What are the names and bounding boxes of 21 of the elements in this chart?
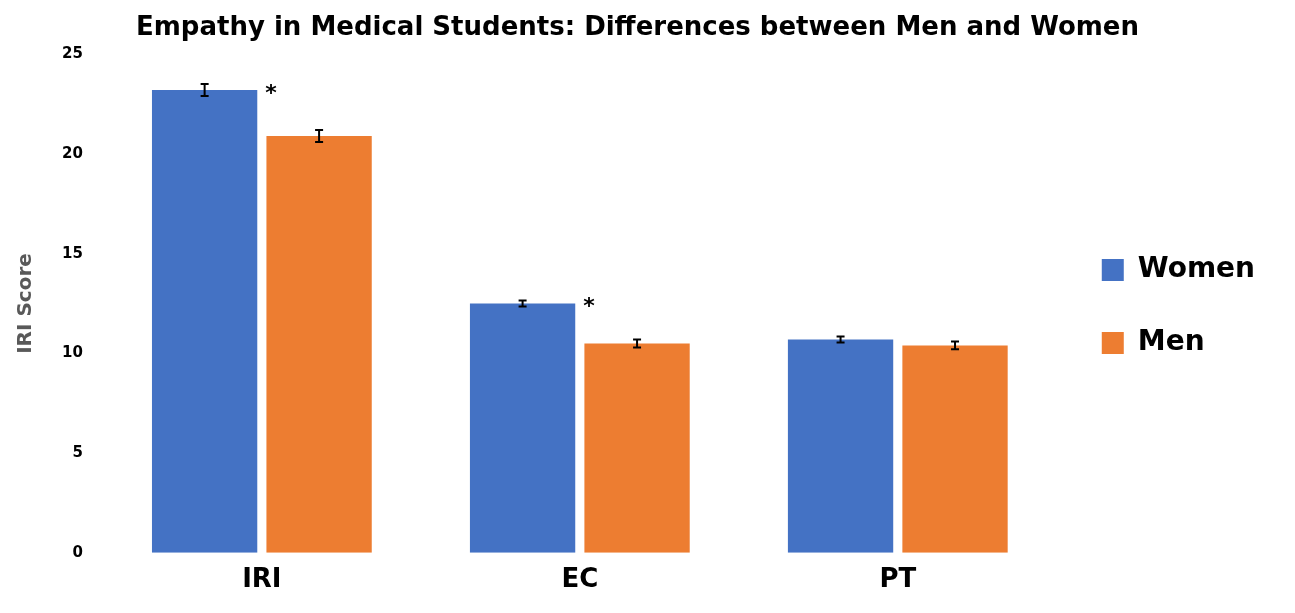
x-tick-label: PT xyxy=(879,563,917,594)
y-tick-label: 25 xyxy=(62,44,83,63)
y-axis-title: IRI Score xyxy=(12,253,37,354)
y-tick-label: 10 xyxy=(62,343,83,362)
bar xyxy=(787,339,894,553)
annotation: * xyxy=(265,79,278,105)
bar xyxy=(902,345,1008,553)
legend-label: Men xyxy=(1137,324,1205,358)
chart-title: Empathy in Medical Students: Differences between Men and Women xyxy=(135,11,1140,42)
y-tick-label: 5 xyxy=(72,442,83,461)
y-tick-label: 15 xyxy=(62,243,83,262)
legend-label: Women xyxy=(1137,251,1256,285)
bar xyxy=(151,90,258,553)
x-tick-label: IRI xyxy=(242,563,282,594)
y-tick-label: 20 xyxy=(62,143,83,162)
bar xyxy=(469,303,576,553)
bar xyxy=(266,135,372,553)
x-tick-label: EC xyxy=(561,563,599,594)
y-tick-label: 0 xyxy=(72,542,83,561)
annotation: * xyxy=(583,293,596,319)
bar xyxy=(584,343,690,553)
